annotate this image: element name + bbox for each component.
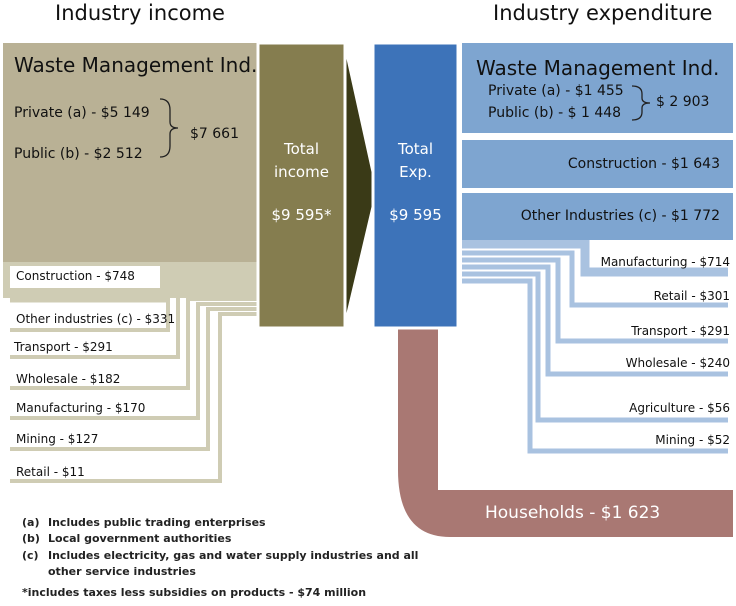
- exp-waste-title: Waste Management Ind.: [476, 56, 720, 80]
- flow-line-manufacturing: [10, 302, 258, 420]
- construction-label-bg: [10, 266, 160, 288]
- income-item: Wholesale - $182: [16, 372, 121, 386]
- total-exp-line1: Total: [397, 140, 434, 158]
- income-item: Transport - $291: [14, 340, 113, 354]
- income-brace: [159, 98, 179, 158]
- total-income-line2: income: [274, 163, 329, 181]
- income-title: Industry income: [55, 1, 225, 25]
- income-item: Retail - $11: [16, 465, 85, 479]
- footnote-key: (b): [22, 532, 40, 545]
- flow-line-transport: [462, 257, 728, 344]
- flow-line-wholesale: [462, 264, 728, 377]
- footnote-a: (a) Includes public trading enterprises: [22, 516, 266, 529]
- asterisk-note: *includes taxes less subsidies on produc…: [22, 586, 367, 599]
- footnote-text: Includes public trading enterprises: [48, 516, 266, 529]
- income-waste-mgmt-box: [3, 43, 260, 262]
- exp-item: Mining - $52: [655, 433, 730, 447]
- flow-line-mining: [462, 278, 728, 454]
- income-waste-title: Waste Management Ind.: [14, 53, 258, 77]
- exp-other: Other Industries (c) - $1 772: [520, 208, 720, 224]
- income-public: Public (b) - $2 512: [14, 146, 143, 162]
- total-income-value: $9 595*: [271, 206, 332, 224]
- exp-item: Retail - $301: [653, 289, 730, 303]
- total-income-box: [256, 41, 347, 330]
- exp-item: Wholesale - $240: [625, 356, 730, 370]
- flow-line-mining: [10, 307, 258, 451]
- exp-private: Private (a) - $1 455: [488, 83, 624, 99]
- income-item: Mining - $127: [16, 432, 99, 446]
- households-flow: [398, 328, 733, 537]
- arrow-shape: [343, 44, 379, 327]
- income-item: Construction - $748: [16, 269, 135, 283]
- exp-construction: Construction - $1 643: [567, 156, 720, 172]
- exp-item: Transport - $291: [631, 324, 730, 338]
- total-exp-box: [371, 41, 460, 330]
- exp-item: Agriculture - $56: [629, 401, 730, 415]
- footnote-c-cont: other service industries: [48, 565, 196, 578]
- footnote-text: Local government authorities: [48, 532, 232, 545]
- footnote-c: (c) Includes electricity, gas and water s…: [22, 549, 418, 562]
- flow-line-retail: [462, 250, 728, 308]
- flow-line-retail: [10, 312, 258, 483]
- exp-item: Manufacturing - $714: [600, 255, 730, 269]
- expenditure-title: Industry expenditure: [493, 1, 713, 25]
- flow-line-manufacturing: [462, 239, 728, 277]
- footnote-text: Includes electricity, gas and water supp…: [48, 549, 419, 562]
- exp-waste-mgmt-box: [462, 43, 733, 133]
- income-item: Manufacturing - $170: [16, 401, 146, 415]
- flow-line-wholesale: [10, 297, 258, 390]
- income-waste-total: $7 661: [190, 126, 239, 142]
- exp-construction-box: [462, 140, 733, 188]
- exp-waste-total: $ 2 903: [656, 94, 710, 110]
- income-item: Other industries (c) - $331: [16, 312, 176, 326]
- exp-flow-lines: [462, 239, 728, 454]
- households-label: Households - $1 623: [485, 503, 661, 523]
- footnote-b: (b) Local government authorities: [22, 532, 231, 545]
- total-exp-line2: Exp.: [399, 163, 432, 181]
- exp-public: Public (b) - $ 1 448: [488, 105, 622, 121]
- total-income-line1: Total: [283, 140, 320, 158]
- total-exp-value: $9 595: [389, 206, 442, 224]
- footnote-key: (c): [22, 549, 39, 562]
- footnote-key: (a): [22, 516, 40, 529]
- flow-line-agriculture: [462, 271, 728, 423]
- income-private: Private (a) - $5 149: [14, 105, 150, 121]
- exp-other-box: [462, 193, 733, 240]
- exp-brace: [631, 85, 651, 121]
